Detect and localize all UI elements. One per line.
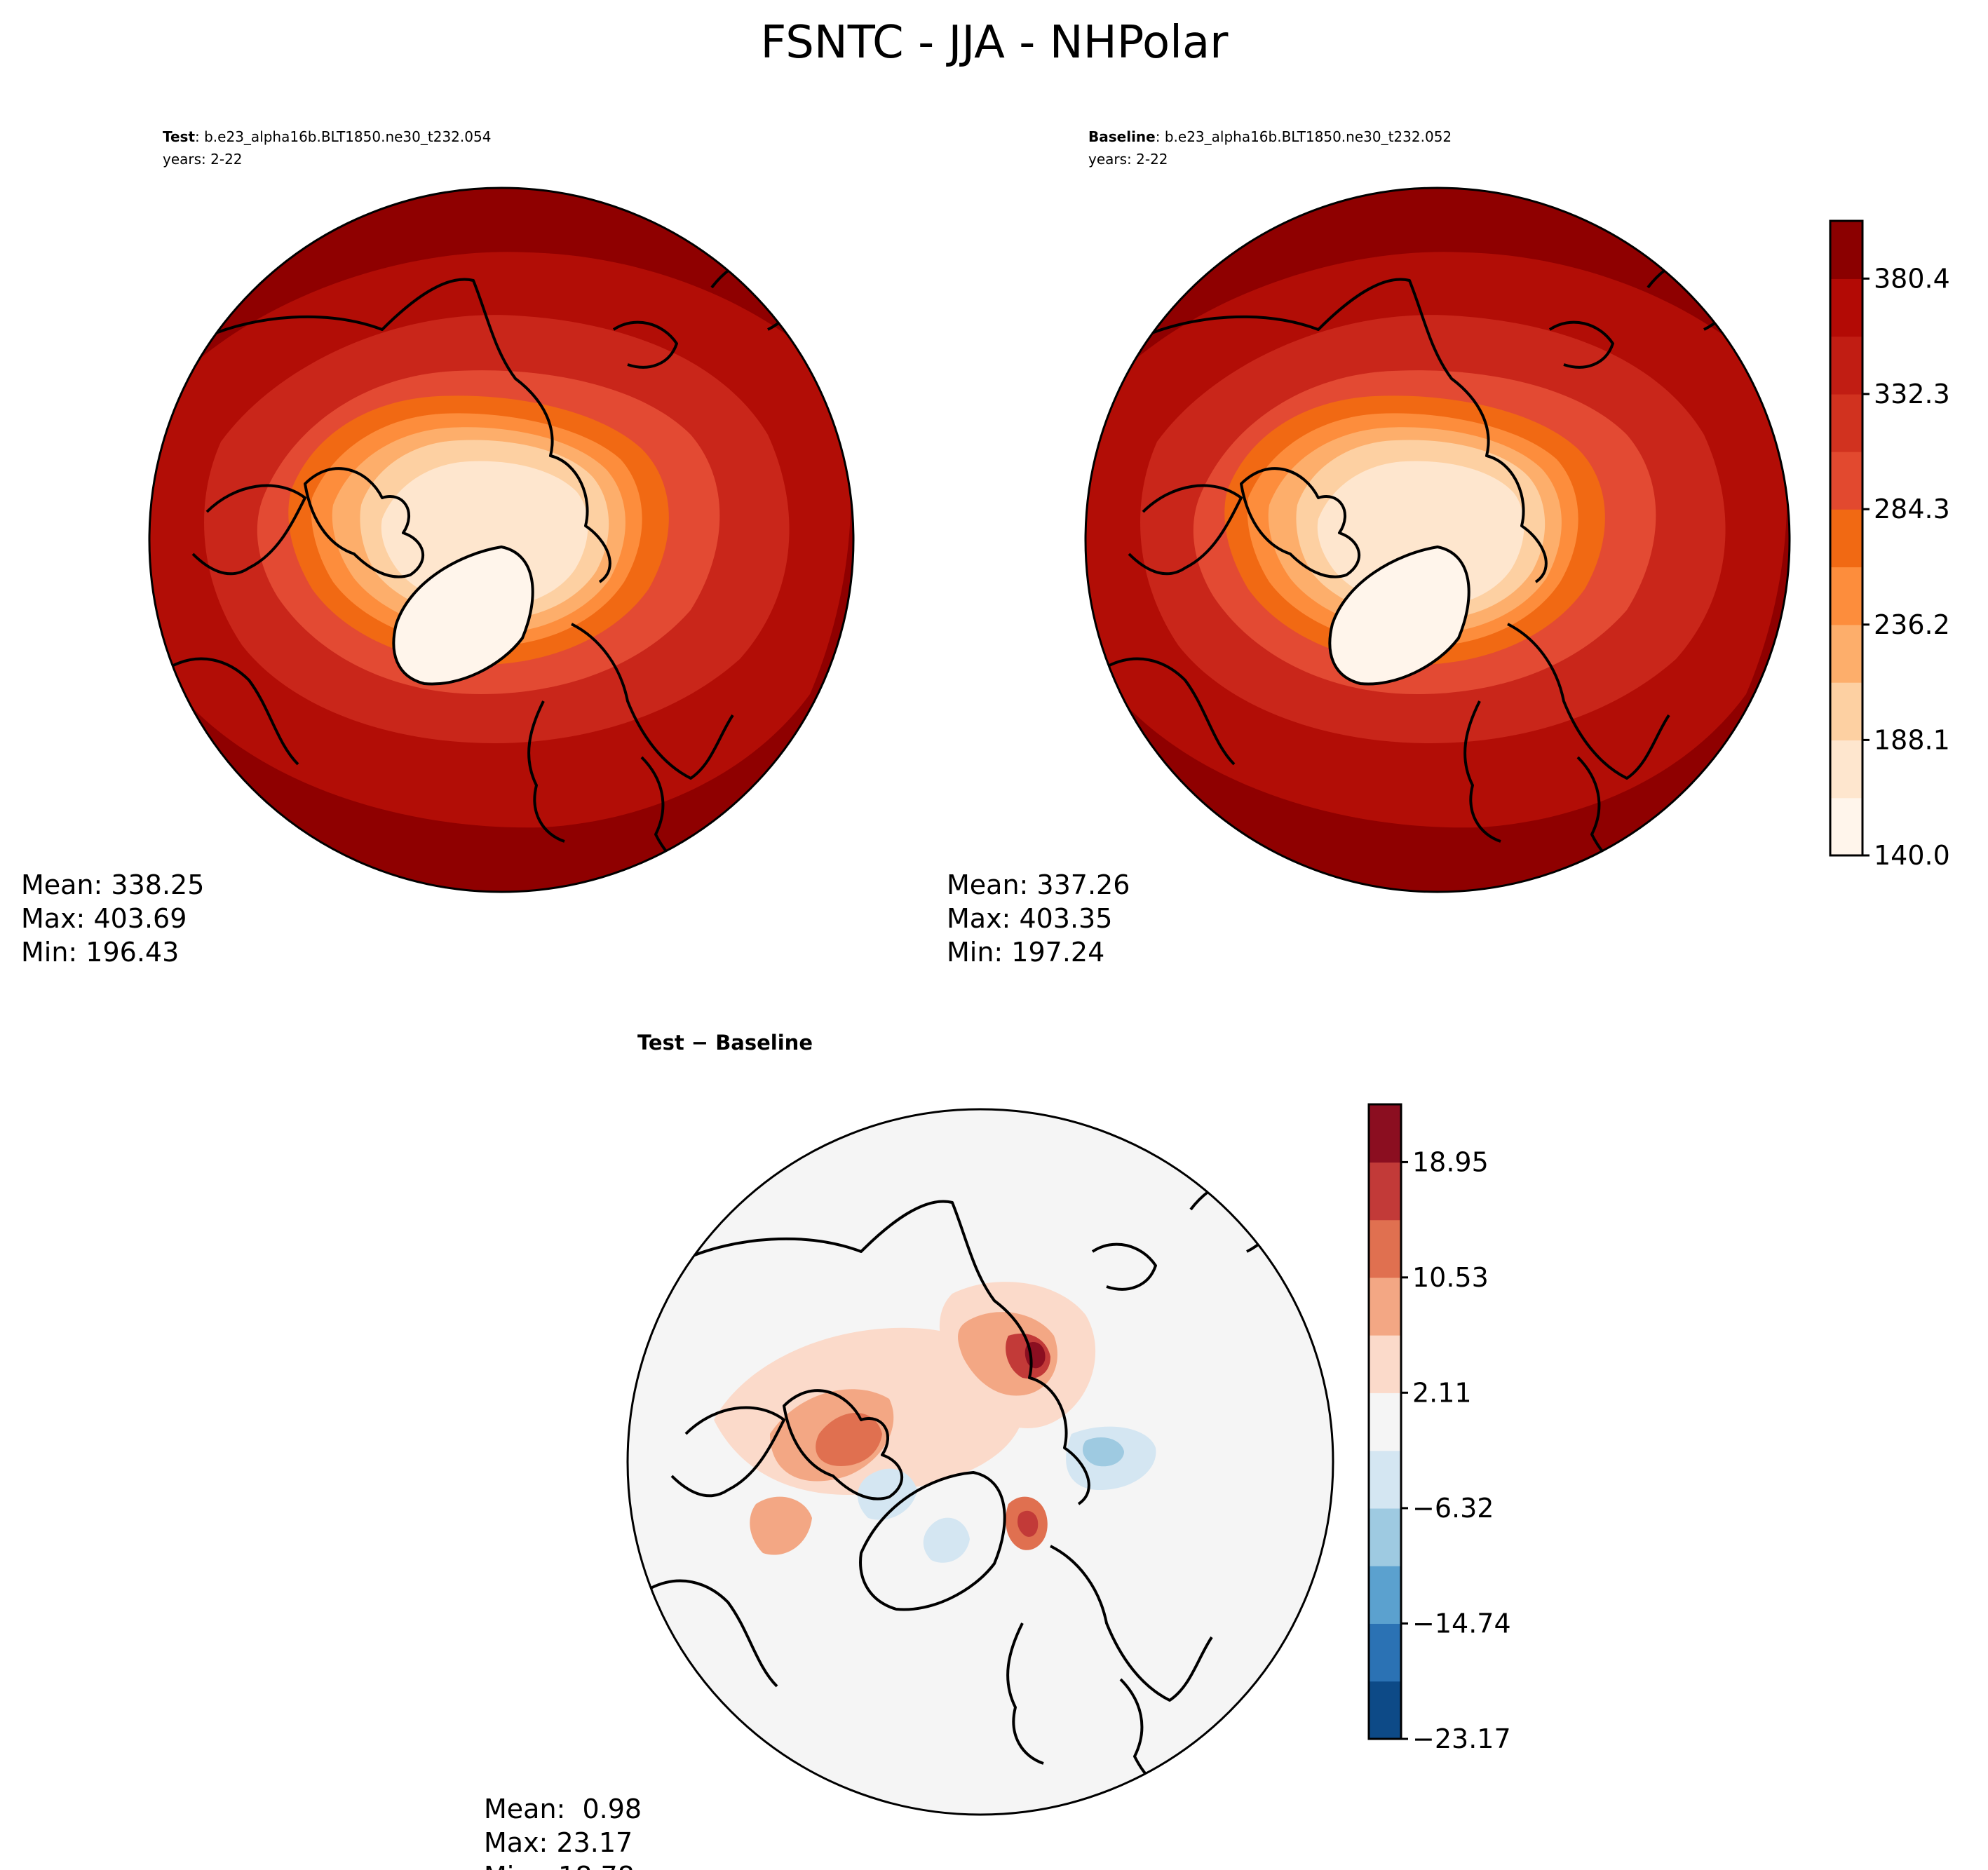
test-label: Test bbox=[163, 128, 195, 145]
colorbar-absolute-swatch bbox=[1830, 221, 1862, 279]
colorbar-difference-tick-label: −23.17 bbox=[1412, 1723, 1511, 1754]
baseline-label: Baseline bbox=[1088, 128, 1156, 145]
diff-mean: Mean: 0.98 bbox=[484, 1794, 642, 1824]
baseline-case-name: : b.e23_alpha16b.BLT1850.ne30_t232.052 bbox=[1156, 128, 1452, 145]
baseline-mean: Mean: 337.26 bbox=[947, 869, 1130, 900]
colorbar-difference-swatch bbox=[1369, 1393, 1401, 1451]
baseline-panel: Baseline: b.e23_alpha16b.BLT1850.ne30_t2… bbox=[947, 128, 1791, 968]
test-years: years: 2-22 bbox=[163, 151, 243, 168]
test-case-name: : b.e23_alpha16b.BLT1850.ne30_t232.054 bbox=[195, 128, 491, 145]
diff-max: Max: 23.17 bbox=[484, 1827, 633, 1858]
colorbar-absolute-swatch bbox=[1830, 278, 1862, 337]
diff-label: Test − Baseline bbox=[637, 1031, 813, 1055]
colorbar-difference-tick-label: 2.11 bbox=[1412, 1377, 1472, 1408]
colorbar-difference-swatch bbox=[1369, 1450, 1401, 1509]
colorbar-absolute-swatch bbox=[1830, 797, 1862, 856]
svg-text:Test: b.e23_alpha16b.BLT1850.n: Test: b.e23_alpha16b.BLT1850.ne30_t232.0… bbox=[163, 128, 491, 145]
svg-text:Baseline: b.e23_alpha16b.BLT18: Baseline: b.e23_alpha16b.BLT1850.ne30_t2… bbox=[1088, 128, 1452, 145]
colorbar-absolute-swatch bbox=[1830, 624, 1862, 683]
colorbar-difference-tick-label: −6.32 bbox=[1412, 1493, 1494, 1524]
test-mean: Mean: 338.25 bbox=[21, 869, 204, 900]
colorbar-difference-swatch bbox=[1369, 1277, 1401, 1336]
colorbar-difference-swatch bbox=[1369, 1335, 1401, 1393]
diff-panel: Test − Baseline Mean: 0.98 Max: 23.17 Mi… bbox=[484, 1031, 1334, 1870]
colorbar-absolute-swatch bbox=[1830, 452, 1862, 510]
colorbar-absolute-swatch bbox=[1830, 567, 1862, 625]
colorbar-absolute-swatch bbox=[1830, 393, 1862, 452]
colorbar-absolute-tick-label: 140.0 bbox=[1874, 840, 1950, 871]
colorbar-absolute-swatch bbox=[1830, 682, 1862, 740]
colorbar-difference-swatch bbox=[1369, 1566, 1401, 1624]
colorbar-absolute: 140.0 188.1 236.2 284.3 332.3 380.4 bbox=[1829, 219, 1950, 871]
colorbar-absolute-tick-label: 284.3 bbox=[1874, 494, 1950, 524]
figure-title: FSNTC - JJA - NHPolar bbox=[761, 17, 1229, 69]
colorbar-difference-frame bbox=[1367, 1103, 1402, 1740]
colorbar-absolute-tick-label: 188.1 bbox=[1874, 724, 1950, 755]
test-map bbox=[149, 188, 853, 892]
colorbar-absolute-tick-label: 332.3 bbox=[1874, 379, 1950, 409]
baseline-years: years: 2-22 bbox=[1088, 151, 1168, 168]
colorbar-difference-swatch bbox=[1369, 1623, 1401, 1682]
diff-map bbox=[628, 1109, 1333, 1815]
diff-map-boundary bbox=[626, 1108, 1334, 1816]
baseline-max: Max: 403.35 bbox=[947, 903, 1112, 934]
colorbar-difference-swatch bbox=[1369, 1162, 1401, 1221]
test-panel: Test: b.e23_alpha16b.BLT1850.ne30_t232.0… bbox=[21, 128, 855, 968]
colorbar-difference-swatch bbox=[1369, 1104, 1401, 1163]
colorbar-difference-tick-label: 18.95 bbox=[1412, 1146, 1489, 1177]
colorbar-difference: −23.17 −14.74 −6.32 2.11 10.53 18.95 bbox=[1367, 1103, 1511, 1754]
colorbar-difference-swatch bbox=[1369, 1219, 1401, 1278]
colorbar-difference-swatch bbox=[1369, 1681, 1401, 1740]
colorbar-absolute-swatch bbox=[1830, 509, 1862, 568]
test-min: Min: 196.43 bbox=[21, 937, 179, 968]
colorbar-difference-tick-label: 10.53 bbox=[1412, 1262, 1489, 1293]
baseline-map-boundary bbox=[1084, 187, 1791, 893]
test-map-boundary bbox=[148, 187, 855, 893]
colorbar-absolute-swatch bbox=[1830, 336, 1862, 395]
colorbar-absolute-frame bbox=[1829, 219, 1864, 857]
baseline-min: Min: 197.24 bbox=[947, 937, 1104, 968]
colorbar-absolute-swatch bbox=[1830, 740, 1862, 799]
colorbar-difference-tick-label: −14.74 bbox=[1412, 1608, 1511, 1639]
test-max: Max: 403.69 bbox=[21, 903, 187, 934]
colorbar-absolute-tick-label: 236.2 bbox=[1874, 609, 1950, 640]
baseline-map bbox=[1086, 188, 1790, 892]
diff-min: Min: -18.78 bbox=[484, 1861, 635, 1870]
colorbar-difference-swatch bbox=[1369, 1507, 1401, 1566]
colorbar-absolute-tick-label: 380.4 bbox=[1874, 263, 1950, 294]
